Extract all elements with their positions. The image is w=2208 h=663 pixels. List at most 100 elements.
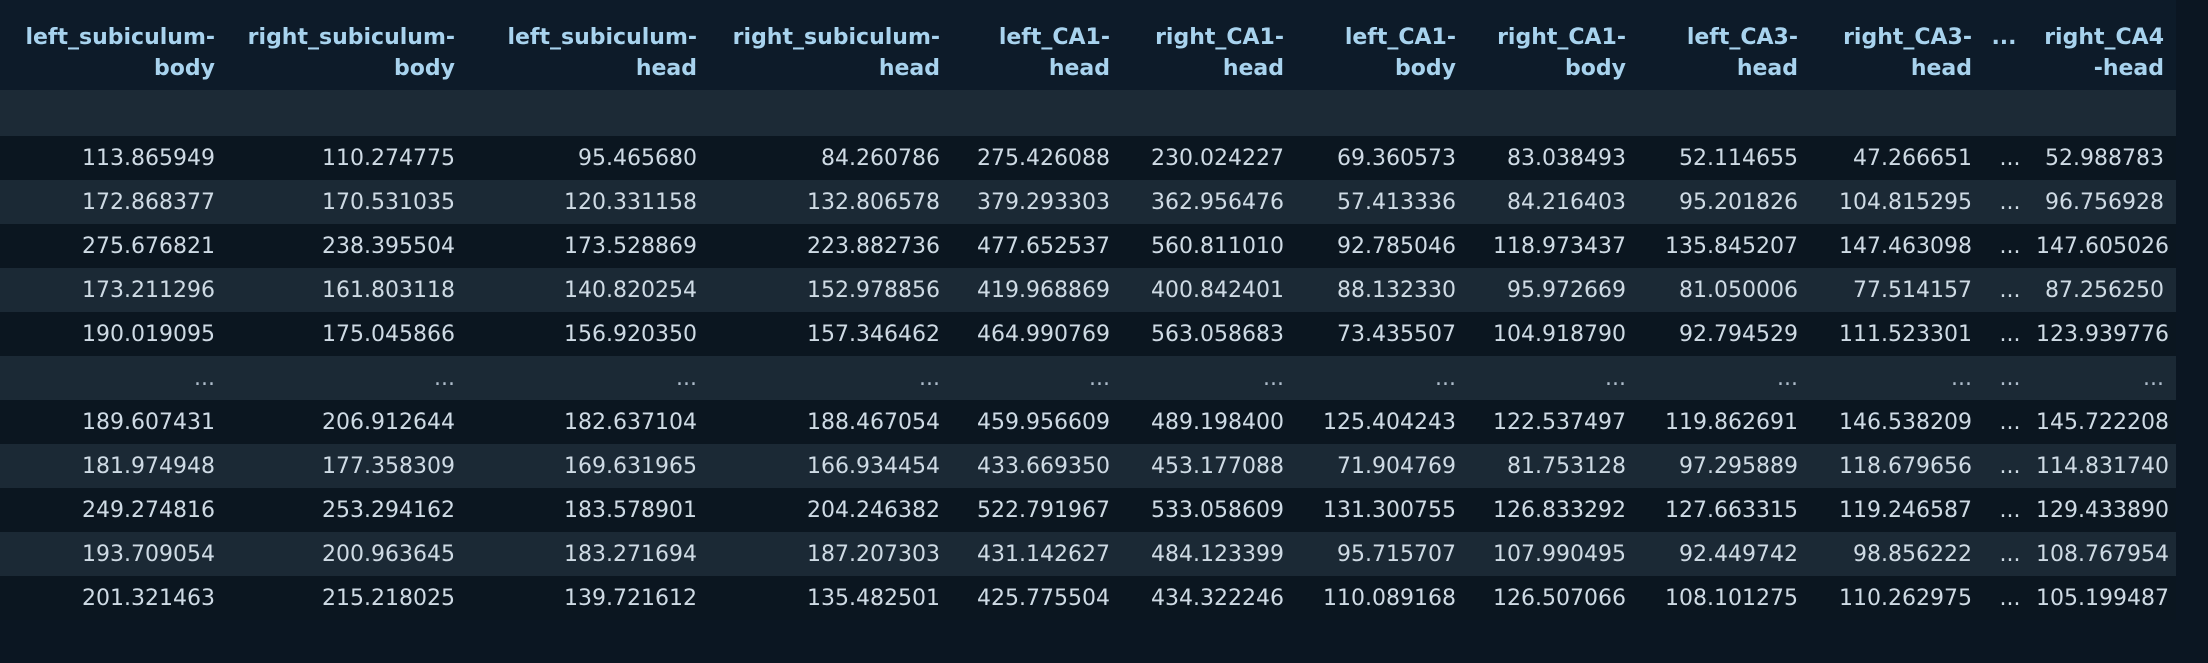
table-cell: 464.990769 [952,312,1122,356]
table-cell: 182.637104 [467,400,709,444]
table-row: 189.607431 206.912644 182.637104 188.467054… [0,400,2176,444]
index-header-cell [1296,90,1468,136]
table-cell: 131.300755 [1296,488,1468,532]
table-cell: ... [467,356,709,400]
table-cell: ... [1984,400,2036,444]
table-row: 173.211296 161.803118 140.820254 152.978856… [0,268,2176,312]
table-cell: 135.845207 [1638,224,1810,268]
table-cell: 187.207303 [709,532,952,576]
table-cell: 87.256250 [2036,268,2176,312]
index-header-cell [1468,90,1638,136]
table-cell: 84.260786 [709,136,952,180]
table-cell: 200.963645 [227,532,467,576]
table-cell: 484.123399 [1122,532,1296,576]
table-cell: 206.912644 [227,400,467,444]
table-cell: ... [2036,356,2176,400]
table-cell: 122.537497 [1468,400,1638,444]
table-cell: 108.767954 [2036,532,2176,576]
index-header-cell [0,90,227,136]
table-cell: 193.709054 [0,532,227,576]
table-cell: ... [0,356,227,400]
table-cell: 177.358309 [227,444,467,488]
table-cell: ... [1984,268,2036,312]
table-cell: 433.669350 [952,444,1122,488]
table-cell: 92.785046 [1296,224,1468,268]
table-cell: ... [1296,356,1468,400]
table-cell: 139.721612 [467,576,709,620]
index-header-cell [1810,90,1984,136]
table-cell: 119.246587 [1810,488,1984,532]
index-header-cell [709,90,952,136]
table-cell: 563.058683 [1122,312,1296,356]
table-cell: 127.663315 [1638,488,1810,532]
table-cell: 95.715707 [1296,532,1468,576]
table-cell: 69.360573 [1296,136,1468,180]
table-cell: ... [1984,224,2036,268]
table-cell: 169.631965 [467,444,709,488]
table-cell: 120.331158 [467,180,709,224]
table-cell: 132.806578 [709,180,952,224]
table-cell: 125.404243 [1296,400,1468,444]
table-cell: 215.218025 [227,576,467,620]
table-cell: 118.679656 [1810,444,1984,488]
index-header-cell [1638,90,1810,136]
table-cell: 400.842401 [1122,268,1296,312]
column-header: right_CA4-head [2044,25,2164,81]
table-cell: 161.803118 [227,268,467,312]
column-header: right_subiculum-body [247,25,455,81]
table-cell: 73.435507 [1296,312,1468,356]
table-cell: 77.514157 [1810,268,1984,312]
table-cell: 57.413336 [1296,180,1468,224]
table-cell: 135.482501 [709,576,952,620]
dataframe-table: left_subiculum-body right_subiculum-body l… [0,25,2176,620]
column-header: left_subiculum-body [25,25,215,81]
table-cell: 183.271694 [467,532,709,576]
table-cell: 533.058609 [1122,488,1296,532]
table-cell: 107.990495 [1468,532,1638,576]
table-cell: 126.833292 [1468,488,1638,532]
table-row: 181.974948 177.358309 169.631965 166.934454… [0,444,2176,488]
table-cell: 223.882736 [709,224,952,268]
table-cell: 47.266651 [1810,136,1984,180]
table-cell: 110.089168 [1296,576,1468,620]
table-cell: 477.652537 [952,224,1122,268]
table-cell: 145.722208 [2036,400,2176,444]
table-body: 113.865949 110.274775 95.465680 84.260786 27… [0,136,2176,620]
index-header-cell [2036,90,2176,136]
table-cell: 425.775504 [952,576,1122,620]
table-cell: 81.050006 [1638,268,1810,312]
table-cell: ... [1984,356,2036,400]
table-cell: 204.246382 [709,488,952,532]
column-header: left_CA1-body [1344,25,1456,81]
table-cell: 95.201826 [1638,180,1810,224]
table-cell: 379.293303 [952,180,1122,224]
table-cell: 459.956609 [952,400,1122,444]
table-cell: ... [1984,136,2036,180]
table-cell: 173.211296 [0,268,227,312]
table-row: 190.019095 175.045866 156.920350 157.346462… [0,312,2176,356]
table-cell: 105.199487 [2036,576,2176,620]
table-cell: 52.114655 [1638,136,1810,180]
table-cell: 110.274775 [227,136,467,180]
table-cell: ... [1638,356,1810,400]
index-header-cell [952,90,1122,136]
table-cell: 118.973437 [1468,224,1638,268]
table-cell: 170.531035 [227,180,467,224]
table-cell: 156.920350 [467,312,709,356]
index-header-cell [227,90,467,136]
table-cell: 166.934454 [709,444,952,488]
table-cell: 275.676821 [0,224,227,268]
table-cell: 181.974948 [0,444,227,488]
column-header: right_CA3-head [1843,25,1972,81]
table-cell: 183.578901 [467,488,709,532]
table-cell: 111.523301 [1810,312,1984,356]
table-row: 172.868377 170.531035 120.331158 132.806578… [0,180,2176,224]
table-cell: ... [709,356,952,400]
table-cell: 92.449742 [1638,532,1810,576]
table-cell: 110.262975 [1810,576,1984,620]
table-cell: 98.856222 [1810,532,1984,576]
table-cell: 92.794529 [1638,312,1810,356]
table-cell: 453.177088 [1122,444,1296,488]
table-cell: 152.978856 [709,268,952,312]
